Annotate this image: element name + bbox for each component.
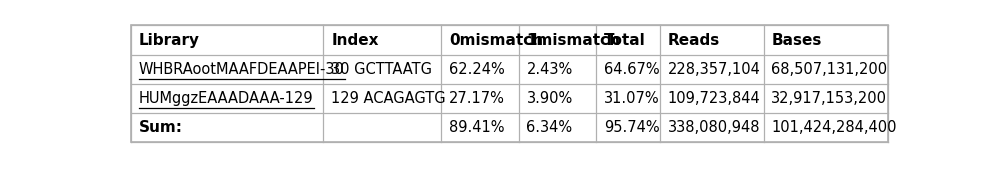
Text: 31.07%: 31.07% [604, 91, 660, 106]
Text: Sum:: Sum: [139, 120, 183, 135]
Text: Total: Total [604, 33, 646, 48]
Text: 6.34%: 6.34% [526, 120, 573, 135]
Text: 1mismatch: 1mismatch [526, 33, 620, 48]
Text: 2.43%: 2.43% [526, 62, 573, 77]
Text: Library: Library [139, 33, 200, 48]
Text: 3.90%: 3.90% [526, 91, 573, 106]
Text: 228,357,104: 228,357,104 [668, 62, 760, 77]
Text: Index: Index [331, 33, 379, 48]
Text: 0mismatch: 0mismatch [449, 33, 543, 48]
Bar [131, 25, 888, 142]
Text: 27.17%: 27.17% [449, 91, 505, 106]
Text: 101,424,284,400: 101,424,284,400 [771, 120, 897, 135]
Text: 62.24%: 62.24% [449, 62, 505, 77]
Text: 32,917,153,200: 32,917,153,200 [771, 91, 887, 106]
Text: HUMggzEAAADAAA-129: HUMggzEAAADAAA-129 [139, 91, 314, 106]
Text: 109,723,844: 109,723,844 [668, 91, 760, 106]
Text: 68,507,131,200: 68,507,131,200 [771, 62, 887, 77]
Text: 95.74%: 95.74% [604, 120, 660, 135]
Text: Bases: Bases [771, 33, 822, 48]
Text: 89.41%: 89.41% [449, 120, 504, 135]
Text: Reads: Reads [668, 33, 720, 48]
Text: 30 GCTTAATG: 30 GCTTAATG [331, 62, 432, 77]
Text: WHBRAootMAAFDEAAPEI-30: WHBRAootMAAFDEAAPEI-30 [139, 62, 345, 77]
Text: 338,080,948: 338,080,948 [668, 120, 760, 135]
Text: 129 ACAGAGTG: 129 ACAGAGTG [331, 91, 446, 106]
Text: 64.67%: 64.67% [604, 62, 660, 77]
